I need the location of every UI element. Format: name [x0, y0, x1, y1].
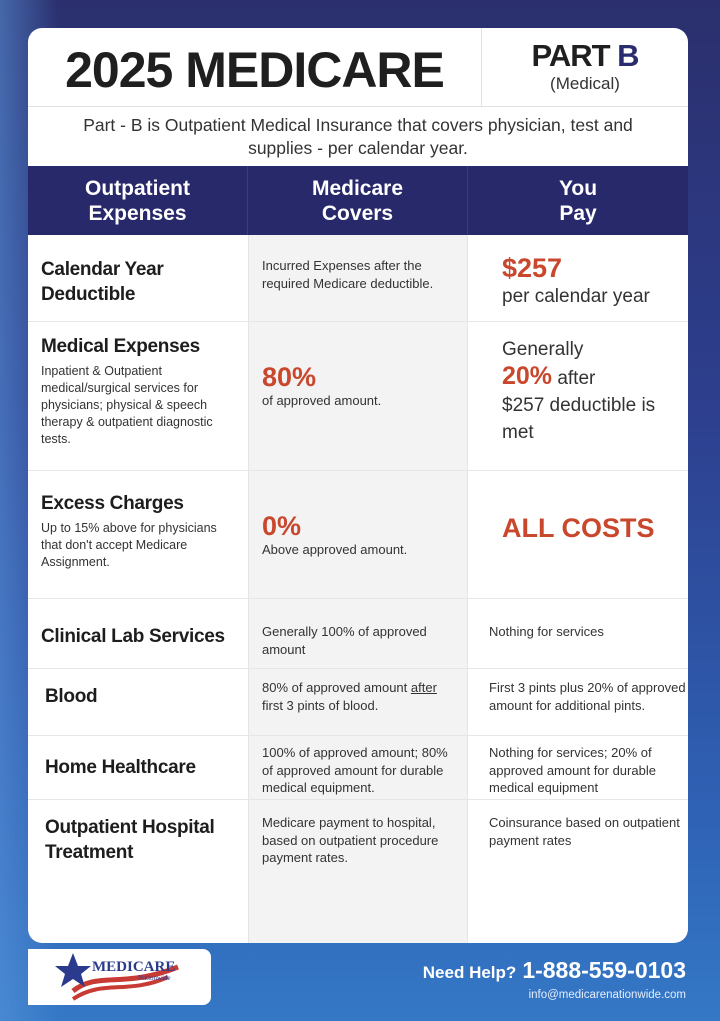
- covers-text: Generally 100% of approved amount: [262, 624, 427, 657]
- row-name: Calendar Year Deductible: [41, 259, 164, 305]
- pay-text: Coinsurance based on outpatient payment …: [489, 815, 680, 848]
- svg-text:Nationwide: Nationwide: [138, 974, 171, 982]
- table-row: Blood 80% of approved amount after first…: [28, 669, 688, 736]
- column-header: Outpatient Expenses: [28, 166, 248, 235]
- medicare-nationwide-logo: MEDICARE Nationwide: [28, 949, 211, 1005]
- covers-text: 100% of approved amount; 80% of approved…: [262, 745, 448, 795]
- row-name: Excess Charges: [41, 493, 184, 514]
- row-name: Home Healthcare: [45, 757, 196, 778]
- covers-text: Above approved amount.: [262, 542, 408, 557]
- covers-text: Incurred Expenses after the required Med…: [262, 258, 434, 291]
- page-title: 2025 MEDICARE: [28, 28, 482, 106]
- phone-link[interactable]: 1-888-559-0103: [522, 957, 686, 983]
- covers-amount: 80%: [262, 362, 317, 392]
- covers-text: Medicare payment to hospital, based on o…: [262, 815, 439, 865]
- pay-amount: ALL COSTS: [502, 513, 655, 543]
- column-header: You Pay: [558, 176, 598, 225]
- covers-text: of approved amount.: [262, 393, 382, 408]
- pay-amount: $257: [502, 253, 563, 283]
- row-sub: Inpatient & Outpatient medical/surgical …: [41, 364, 213, 446]
- row-name: Outpatient Hospital Treatment: [45, 817, 215, 863]
- part-prefix: PART: [531, 38, 610, 73]
- table-row: Calendar Year Deductible Incurred Expens…: [28, 235, 688, 322]
- pay-text: Nothing for services: [489, 624, 604, 639]
- table-row: Excess Charges Up to 15% above for physic…: [28, 471, 688, 599]
- row-name: Clinical Lab Services: [41, 626, 225, 647]
- table-row: Clinical Lab Services Generally 100% of …: [28, 599, 688, 669]
- help-label: Need Help?: [422, 963, 517, 982]
- covers-text: 80% of approved amount after first 3 pin…: [262, 680, 437, 713]
- pay-mid: after: [552, 368, 596, 389]
- column-headers: Outpatient Expenses Medicare Covers You …: [28, 166, 688, 235]
- part-letter: B: [617, 38, 639, 73]
- pay-text: Nothing for services; 20% of approved am…: [489, 745, 656, 795]
- row-sub: Up to 15% above for physicians that don'…: [41, 521, 217, 569]
- pay-text: $257 deductible is met: [502, 395, 656, 443]
- pay-pre: Generally: [502, 339, 584, 360]
- pay-text: per calendar year: [502, 286, 650, 307]
- header: 2025 MEDICARE PART B (Medical): [28, 28, 688, 107]
- row-name: Blood: [45, 686, 98, 707]
- medicare-card: 2025 MEDICARE PART B (Medical) Part - B …: [28, 28, 688, 943]
- part-label: PART B (Medical): [482, 28, 688, 106]
- table-row: Home Healthcare 100% of approved amount;…: [28, 736, 688, 800]
- table-row: Outpatient Hospital Treatment Medicare p…: [28, 800, 688, 943]
- email-link[interactable]: info@medicarenationwide.com: [528, 989, 686, 1001]
- pay-amount: 20%: [502, 362, 553, 390]
- table-row: Medical Expenses Inpatient & Outpatient m…: [28, 322, 688, 471]
- flag-star-icon: MEDICARE Nationwide: [55, 953, 179, 1001]
- svg-text:MEDICARE: MEDICARE: [92, 959, 175, 975]
- column-header: Medicare Covers: [248, 166, 468, 235]
- covers-amount: 0%: [262, 511, 302, 541]
- pay-text: First 3 pints plus 20% of approved amoun…: [489, 680, 686, 713]
- help-line: Need Help? 1-888-559-0103: [423, 957, 686, 984]
- description: Part - B is Outpatient Medical Insurance…: [83, 115, 633, 158]
- row-name: Medical Expenses: [41, 336, 200, 357]
- part-subtitle: (Medical): [550, 74, 620, 93]
